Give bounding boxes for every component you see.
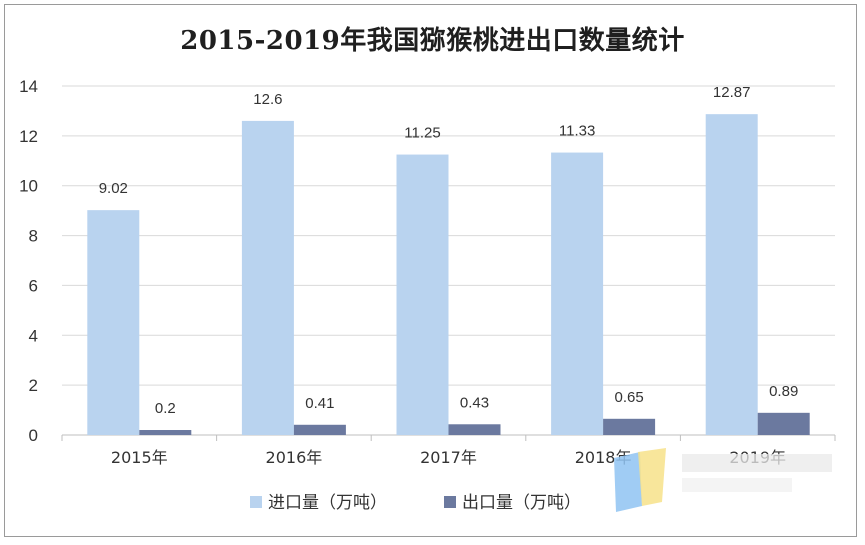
data-label: 0.43 (460, 394, 489, 411)
y-tick-label: 0 (29, 426, 38, 445)
x-category-label: 2017年 (420, 448, 477, 467)
data-label: 0.89 (769, 383, 798, 400)
watermark-logo (614, 448, 832, 512)
bar-export (139, 430, 192, 435)
bar-import (551, 152, 604, 436)
bar-export (293, 424, 346, 435)
data-label: 0.41 (305, 395, 334, 412)
y-tick-label: 6 (29, 276, 38, 295)
data-label: 12.87 (713, 84, 751, 101)
legend-swatch (250, 496, 262, 508)
y-tick-label: 4 (29, 326, 38, 345)
data-label: 11.25 (404, 125, 440, 142)
bar-import (87, 210, 140, 435)
y-tick-label: 12 (19, 127, 38, 146)
data-label: 9.02 (99, 180, 128, 197)
chart-title: 2015-2019年我国猕猴桃进出口数量统计 (180, 26, 685, 56)
data-label: 0.2 (155, 400, 176, 417)
bar-import (705, 114, 758, 436)
bar-export (757, 412, 810, 435)
bar-export (448, 424, 501, 435)
x-category-label: 2015年 (111, 448, 168, 467)
data-label: 12.6 (253, 91, 282, 108)
y-tick-label: 2 (29, 376, 38, 395)
legend-label: 进口量（万吨） (268, 493, 387, 513)
y-tick-label: 10 (19, 177, 38, 196)
y-tick-label: 8 (29, 227, 38, 246)
data-label: 11.33 (559, 123, 595, 140)
bar-import (396, 154, 449, 435)
y-tick-label: 14 (19, 77, 38, 96)
bar-import (241, 120, 294, 436)
legend-label: 出口量（万吨） (462, 493, 581, 513)
x-category-label: 2016年 (266, 448, 323, 467)
legend-swatch (444, 496, 456, 508)
bar-export (603, 418, 656, 435)
data-label: 0.65 (614, 389, 643, 406)
